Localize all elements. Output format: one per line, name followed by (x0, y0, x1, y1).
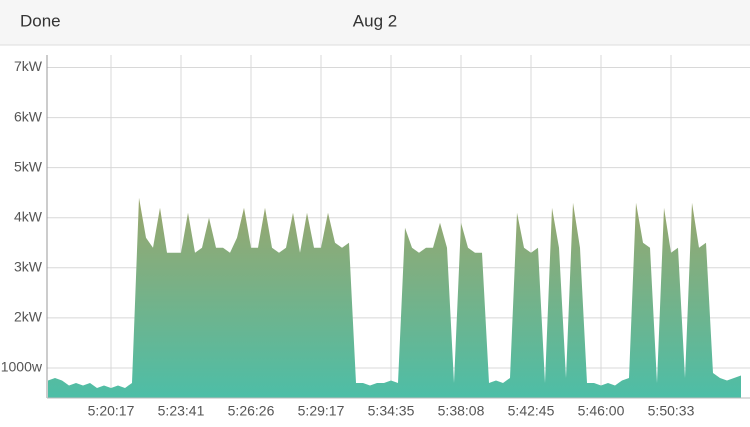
power-area (48, 197, 741, 398)
x-tick-label: 5:34:35 (368, 403, 415, 419)
header-title: Aug 2 (353, 11, 397, 30)
x-tick-label: 5:26:26 (228, 403, 275, 419)
y-tick-label: 2kW (14, 309, 43, 325)
x-tick-label: 5:50:33 (648, 403, 695, 419)
x-tick-label: 5:23:41 (158, 403, 205, 419)
x-tick-label: 5:46:00 (578, 403, 625, 419)
x-tick-label: 5:20:17 (88, 403, 135, 419)
x-tick-label: 5:42:45 (508, 403, 555, 419)
y-tick-label: 3kW (14, 259, 43, 275)
y-tick-label: 5kW (14, 158, 43, 174)
y-tick-label: 7kW (14, 58, 43, 74)
y-tick-label: 1000w (1, 359, 43, 375)
y-tick-label: 4kW (14, 208, 43, 224)
done-button[interactable]: Done (20, 11, 61, 30)
x-tick-label: 5:29:17 (298, 403, 345, 419)
header-bar (0, 0, 750, 45)
plot: 1000w 2kW 3kW 4kW 5kW 6kW 7kW 5:20:17 5:23:41 5:2… (1, 55, 750, 419)
x-tick-label: 5:38:08 (438, 403, 485, 419)
y-tick-label: 6kW (14, 108, 43, 124)
